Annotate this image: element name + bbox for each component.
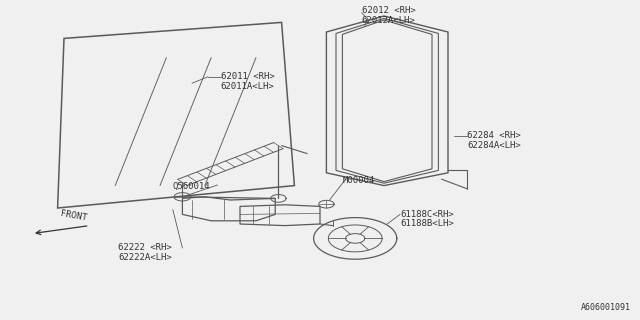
Text: Q560014: Q560014 bbox=[173, 182, 211, 191]
Text: 62222A<LH>: 62222A<LH> bbox=[118, 253, 172, 262]
Text: 61188B<LH>: 61188B<LH> bbox=[400, 219, 454, 228]
Text: M00004: M00004 bbox=[342, 176, 374, 185]
Text: 62011A<LH>: 62011A<LH> bbox=[221, 82, 275, 91]
Text: 62222 <RH>: 62222 <RH> bbox=[118, 243, 172, 252]
Text: 62012A<LH>: 62012A<LH> bbox=[362, 16, 415, 25]
Text: 62284 <RH>: 62284 <RH> bbox=[467, 131, 521, 140]
Text: 62284A<LH>: 62284A<LH> bbox=[467, 141, 521, 150]
Text: 62012 <RH>: 62012 <RH> bbox=[362, 6, 415, 15]
Text: 62011 <RH>: 62011 <RH> bbox=[221, 72, 275, 81]
Text: FRONT: FRONT bbox=[60, 209, 88, 222]
Text: A606001091: A606001091 bbox=[580, 303, 630, 312]
Text: 61188C<RH>: 61188C<RH> bbox=[400, 210, 454, 219]
